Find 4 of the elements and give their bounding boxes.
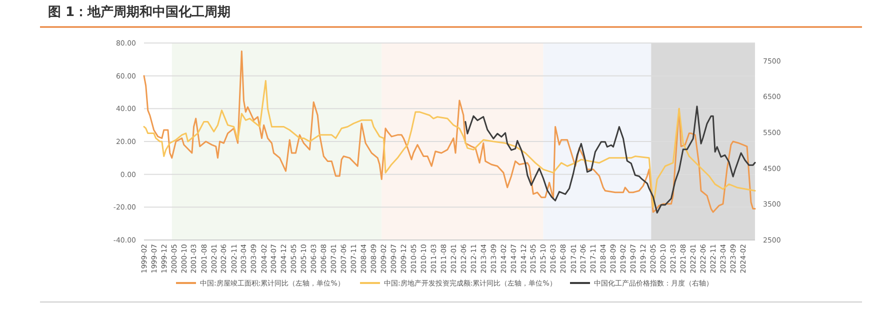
line-series — [143, 80, 756, 208]
chart-title: 图 1：地产周期和中国化工周期 — [48, 4, 231, 20]
line-series — [143, 50, 756, 213]
line-series — [464, 106, 756, 214]
